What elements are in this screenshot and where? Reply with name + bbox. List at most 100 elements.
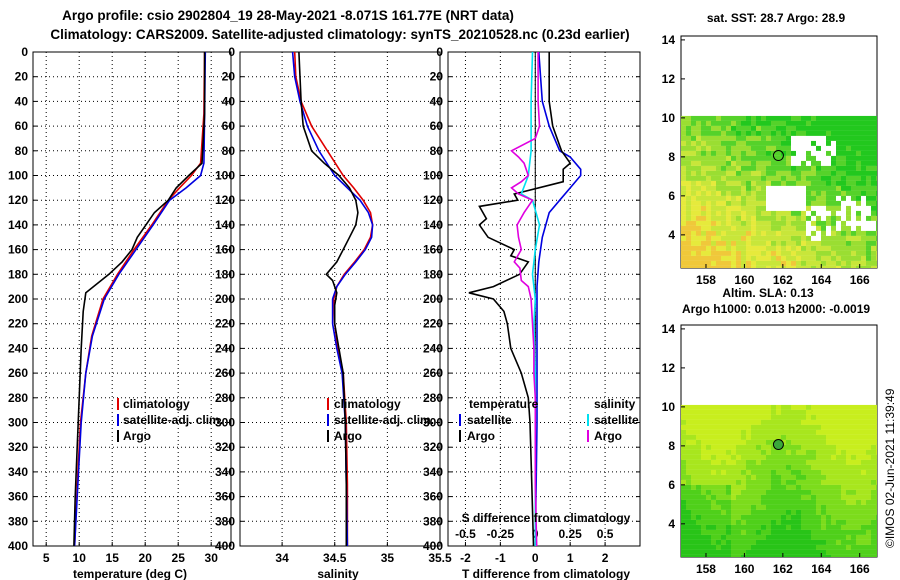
sst-cell [771, 205, 776, 211]
sst-cell [816, 215, 821, 221]
sst-cell [856, 235, 861, 241]
sst-cell [776, 145, 781, 151]
ssh-cell [861, 544, 866, 550]
ssh-cell [831, 439, 836, 445]
sst-cell [751, 260, 756, 266]
sst-cell [876, 200, 877, 206]
ssh-cell [791, 474, 796, 480]
ssh-cell [851, 459, 856, 465]
sst-cell [791, 165, 796, 171]
sst-cell [816, 195, 821, 201]
ssh-cell [861, 469, 866, 475]
ssh-cell [806, 434, 811, 440]
sst-cell [856, 140, 861, 146]
ssh-cell [726, 489, 731, 495]
sst-cell [771, 165, 776, 171]
ssh-cell [701, 404, 706, 410]
ssh-cell [831, 504, 836, 510]
sst-cell [766, 250, 771, 256]
ssh-cell [741, 409, 746, 415]
ssh-cell [721, 409, 726, 415]
ssh-cell [741, 529, 746, 535]
sst-cell [751, 180, 756, 186]
sst-cell [756, 130, 761, 136]
ssh-cell [701, 484, 706, 490]
ssh-cell [681, 479, 686, 485]
sst-cell [846, 210, 851, 216]
ssh-cell [786, 509, 791, 515]
sst-cell [831, 195, 836, 201]
sst-cell [761, 115, 766, 121]
sst-cell [711, 145, 716, 151]
ssh-cell [866, 424, 871, 430]
sst-cell [726, 250, 731, 256]
sst-cell [871, 255, 876, 261]
sst-cell [736, 185, 741, 191]
sst-cell [876, 170, 877, 176]
sst-cell [691, 175, 696, 181]
sst-cell [801, 115, 806, 121]
sst-cell [726, 255, 731, 261]
ssh-cell [851, 484, 856, 490]
ssh-cell [866, 524, 871, 530]
sst-cell [861, 265, 866, 268]
ssh-cell [686, 444, 691, 450]
ssh-cell [721, 439, 726, 445]
x-tick-label: 34 [275, 551, 289, 565]
ssh-cell [686, 524, 691, 530]
map-x-tick-label: 162 [773, 562, 793, 576]
ssh-cell [751, 474, 756, 480]
sst-cell [721, 155, 726, 161]
ssh-cell [686, 514, 691, 520]
ssh-cell [746, 494, 751, 500]
ssh-cell [826, 459, 831, 465]
sst-cell [731, 220, 736, 226]
sst-cell [736, 170, 741, 176]
ssh-cell [721, 454, 726, 460]
sst-cell [726, 230, 731, 236]
sst-cell [801, 225, 806, 231]
s-diff-tick-label: -0.25 [487, 527, 515, 541]
ssh-cell [801, 534, 806, 540]
ssh-cell [816, 449, 821, 455]
ssh-cell [731, 449, 736, 455]
ssh-cell [856, 479, 861, 485]
y-tick-label: 300 [8, 416, 28, 430]
ssh-cell [741, 494, 746, 500]
sst-cell [761, 165, 766, 171]
ssh-cell [876, 469, 877, 475]
sst-cell [806, 230, 811, 236]
ssh-cell [766, 499, 771, 505]
sst-cell [736, 260, 741, 266]
ssh-cell [836, 539, 841, 545]
ssh-cell [801, 489, 806, 495]
sst-cell [746, 200, 751, 206]
sst-cell [701, 150, 706, 156]
ssh-cell [761, 489, 766, 495]
legend-swatch-sal-argo [587, 430, 589, 442]
sst-cell [706, 230, 711, 236]
ssh-cell [721, 464, 726, 470]
sst-cell [721, 225, 726, 231]
sst-cell [731, 250, 736, 256]
sst-cell [741, 175, 746, 181]
ssh-cell [761, 494, 766, 500]
ssh-cell [876, 409, 877, 415]
legend-swatch-satellite [117, 414, 119, 426]
ssh-cell [741, 434, 746, 440]
ssh-cell [811, 464, 816, 470]
ssh-cell [876, 424, 877, 430]
ssh-cell [741, 489, 746, 495]
ssh-cell [751, 544, 756, 550]
sst-cell [701, 210, 706, 216]
sst-cell [701, 195, 706, 201]
ssh-cell [776, 534, 781, 540]
sst-cell [756, 220, 761, 226]
ssh-cell [821, 439, 826, 445]
sst-cell [736, 265, 741, 268]
y-tick-label: 260 [215, 366, 235, 380]
sst-cell [701, 205, 706, 211]
ssh-cell [726, 449, 731, 455]
y-tick-label: 40 [430, 94, 444, 108]
sst-cell [846, 150, 851, 156]
